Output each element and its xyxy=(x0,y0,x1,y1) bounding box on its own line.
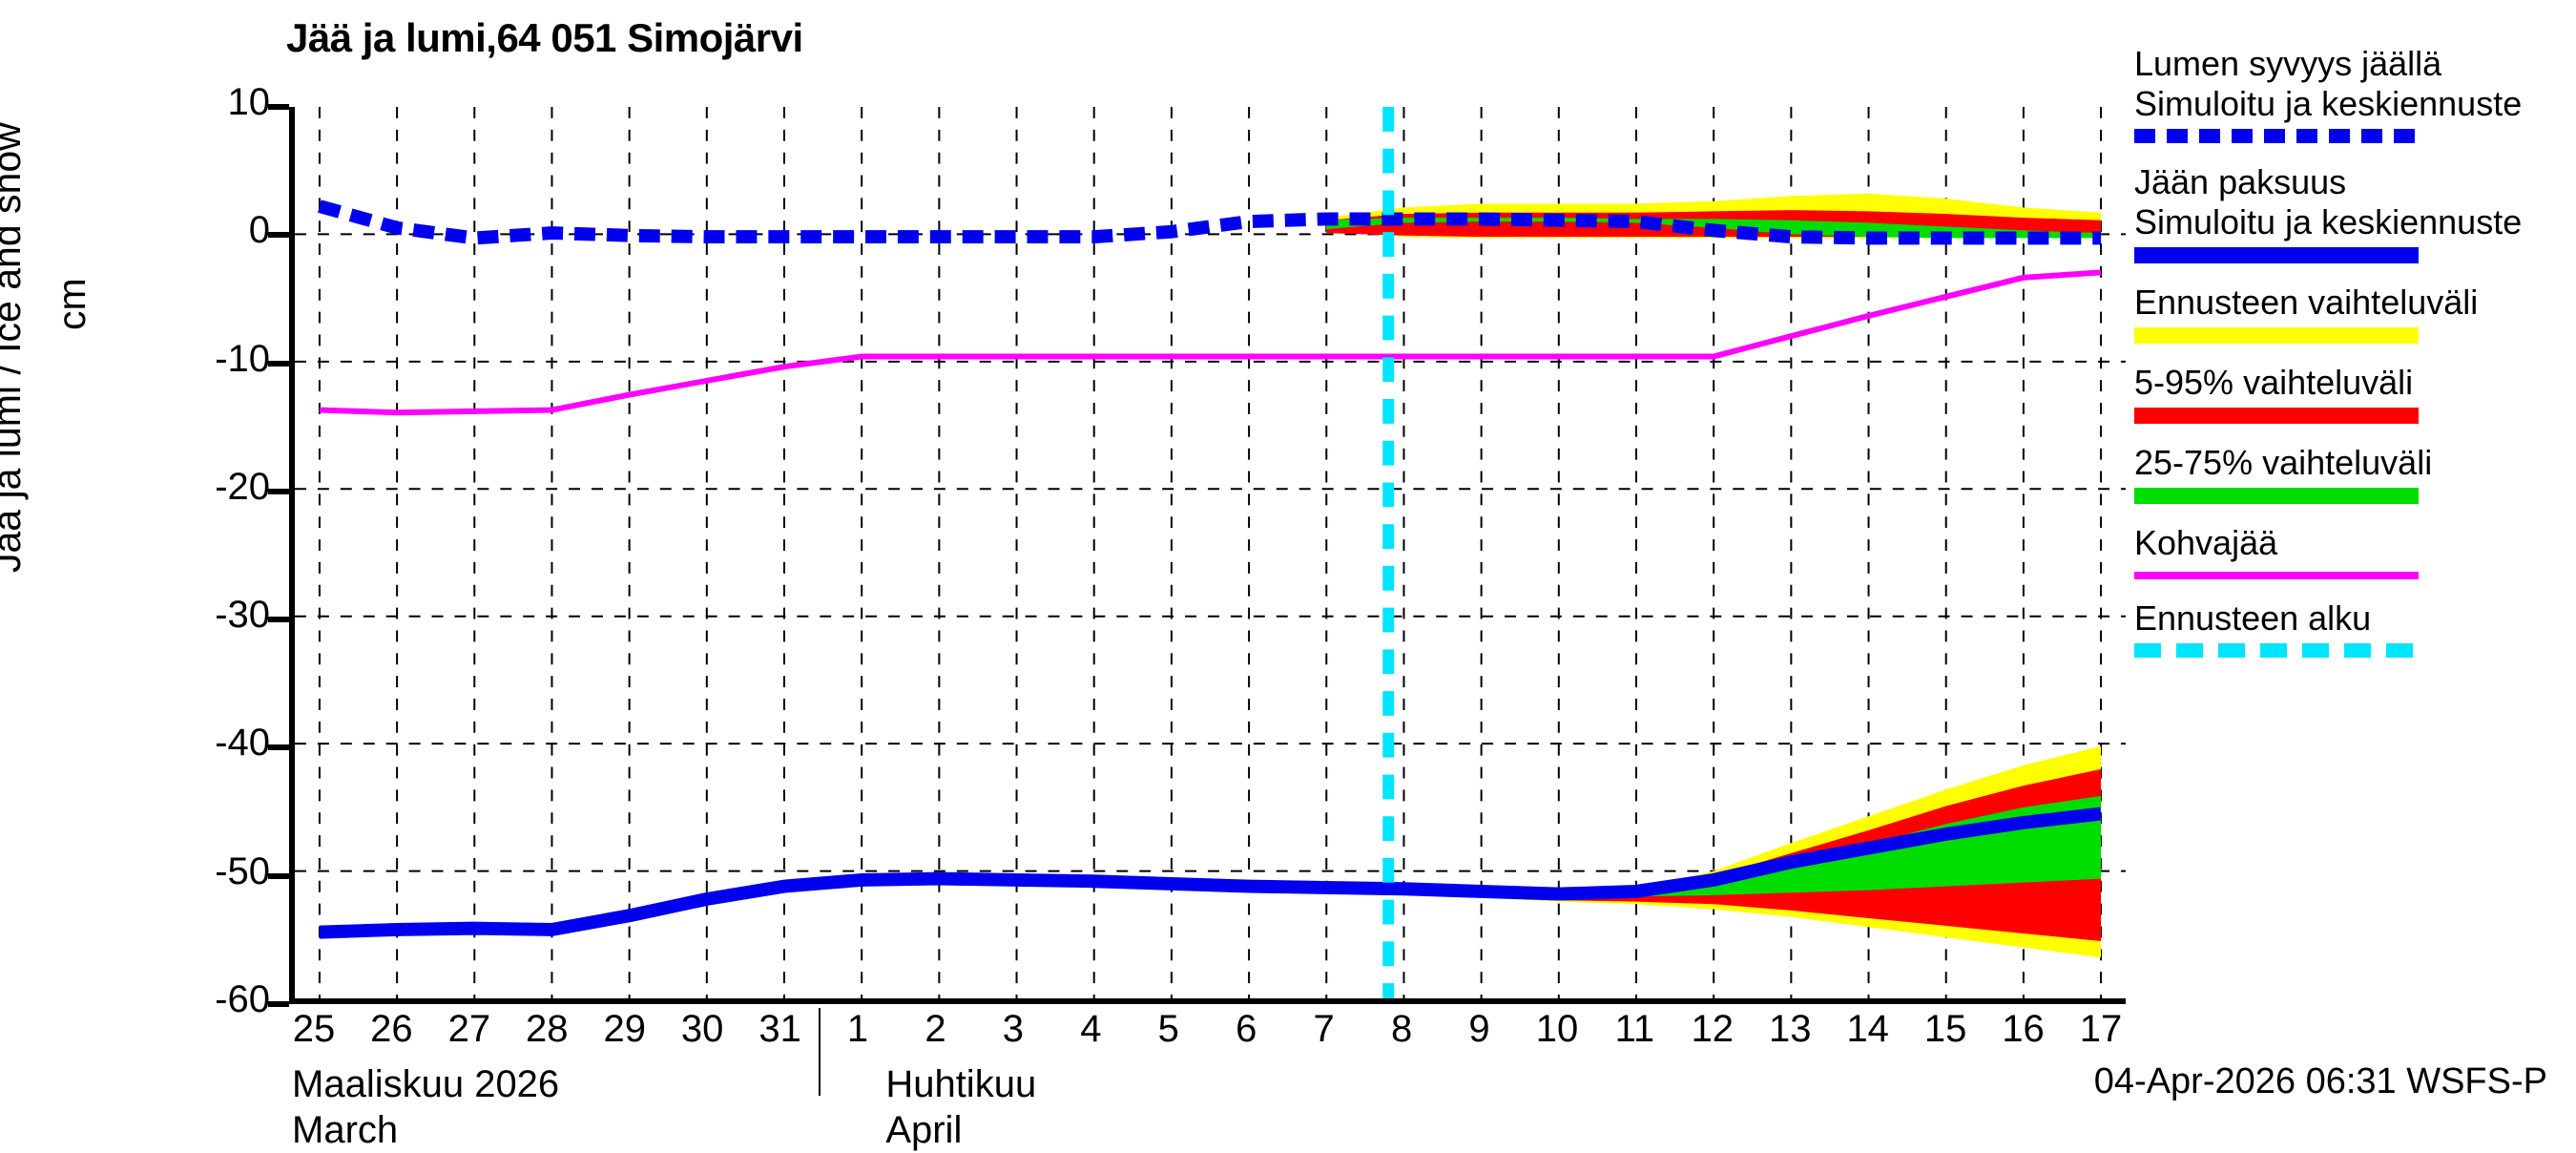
y-axis-tick-mark xyxy=(268,1001,289,1007)
y-axis-tick-label: 10 xyxy=(227,81,271,123)
month-separator xyxy=(819,1008,821,1096)
chart-series-line xyxy=(319,807,2102,939)
x-axis-tick-label: 16 xyxy=(2002,1008,2045,1050)
y-axis-tick-mark xyxy=(268,104,289,110)
x-axis-tick-label: 28 xyxy=(526,1008,569,1050)
y-axis-unit: cm xyxy=(50,278,93,330)
month-label-en: April xyxy=(885,1109,963,1151)
y-axis-tick-mark xyxy=(268,360,289,367)
legend-item-label: Kohvajää xyxy=(2134,523,2278,562)
y-axis-tick-mark xyxy=(268,872,289,879)
x-axis-tick-label: 8 xyxy=(1390,1008,1413,1050)
x-axis-tick-label: 26 xyxy=(370,1008,413,1050)
legend-swatch-red-band xyxy=(2134,408,2419,424)
legend-item: Ennusteen vaihteluväli xyxy=(2134,283,2573,344)
month-label-fi: Maaliskuu 2026 xyxy=(292,1063,560,1105)
x-axis-tick-label: 1 xyxy=(846,1008,869,1050)
x-axis-tick-label: 27 xyxy=(447,1008,491,1050)
y-axis-tick-label: -50 xyxy=(215,849,270,892)
chart-legend: Lumen syvyys jäällä Simuloitu ja keskienn… xyxy=(2134,44,2573,677)
legend-item-sublabel: Simuloitu ja keskiennuste xyxy=(2134,84,2523,123)
month-label-fi: Huhtikuu xyxy=(885,1063,1037,1105)
legend-item-label: Ennusteen vaihteluväli xyxy=(2134,283,2479,322)
y-axis-tick-mark xyxy=(268,488,289,494)
x-axis-tick-label: 4 xyxy=(1080,1008,1102,1050)
legend-swatch-green-band xyxy=(2134,488,2419,504)
chart-gridlines xyxy=(295,107,2126,998)
x-axis-tick-label: 13 xyxy=(1769,1008,1812,1050)
legend-item-sublabel: Simuloitu ja keskiennuste xyxy=(2134,202,2523,241)
y-axis-tick-label: 0 xyxy=(248,209,270,252)
y-axis-tick-mark xyxy=(268,744,289,751)
x-axis-tick-label: 15 xyxy=(1923,1008,1967,1050)
legend-item-label: Lumen syvyys jäällä xyxy=(2134,44,2442,83)
x-axis-tick-label: 17 xyxy=(2079,1008,2123,1050)
x-axis-tick-label: 2 xyxy=(924,1008,946,1050)
x-axis-tick-label: 7 xyxy=(1313,1008,1335,1050)
legend-item: 25-75% vaihteluväli xyxy=(2134,443,2573,504)
x-axis-tick-label: 5 xyxy=(1157,1008,1179,1050)
legend-swatch-magenta-line xyxy=(2134,572,2419,579)
legend-item: Ennusteen alku xyxy=(2134,598,2573,658)
x-axis-tick-label: 14 xyxy=(1846,1008,1889,1050)
month-label: Maaliskuu 2026 March xyxy=(292,1061,559,1153)
y-axis-tick-mark xyxy=(268,232,289,239)
chart-series-line xyxy=(318,199,2102,245)
x-axis-tick-label: 31 xyxy=(758,1008,801,1050)
chart-svg xyxy=(295,107,2126,998)
y-axis-tick-label: -10 xyxy=(215,337,270,380)
legend-swatch-dashed-cyan-line xyxy=(2134,643,2419,658)
x-axis-tick-label: 9 xyxy=(1468,1008,1490,1050)
x-axis-tick-label: 10 xyxy=(1535,1008,1579,1050)
legend-swatch-dashed-blue-line xyxy=(2134,129,2419,143)
month-label: Huhtikuu April xyxy=(885,1061,1036,1153)
legend-item-label: Jään paksuus xyxy=(2134,162,2347,201)
x-axis-tick-label: 30 xyxy=(680,1008,724,1050)
page-title: Jää ja lumi,64 051 Simojärvi xyxy=(286,15,803,60)
y-axis-title: Jää ja lumi / Ice and snow xyxy=(0,122,29,573)
x-axis-tick-label: 29 xyxy=(603,1008,646,1050)
y-axis-tick-label: -40 xyxy=(215,722,270,765)
legend-swatch-yellow-band xyxy=(2134,327,2419,344)
legend-swatch-solid-blue-line xyxy=(2134,247,2419,263)
y-axis-tick-mark xyxy=(268,617,289,623)
x-axis-tick-label: 6 xyxy=(1236,1008,1257,1050)
legend-item: Lumen syvyys jäällä Simuloitu ja keskienn… xyxy=(2134,44,2573,143)
y-axis-tick-label: -60 xyxy=(215,978,270,1020)
y-axis-tick-label: -30 xyxy=(215,594,270,637)
legend-item: 5-95% vaihteluväli xyxy=(2134,363,2573,424)
legend-item: Jään paksuus Simuloitu ja keskiennuste xyxy=(2134,162,2573,263)
x-axis-tick-label: 3 xyxy=(1002,1008,1025,1050)
y-axis-tick-label: -20 xyxy=(215,465,270,508)
legend-item-label: 25-75% vaihteluväli xyxy=(2134,443,2433,482)
chart-band-ice xyxy=(1326,795,2102,898)
legend-item-label: 5-95% vaihteluväli xyxy=(2134,363,2414,402)
chart-series-line xyxy=(319,269,2102,416)
chart-plot-area xyxy=(289,107,2126,1004)
x-axis-tick-label: 25 xyxy=(292,1008,336,1050)
legend-item-label: Ennusteen alku xyxy=(2134,598,2372,638)
month-label-en: March xyxy=(292,1109,399,1151)
x-axis-tick-label: 11 xyxy=(1614,1008,1655,1050)
legend-item: Kohvajää xyxy=(2134,523,2573,579)
x-axis-tick-label: 12 xyxy=(1691,1008,1735,1050)
timestamp-label: 04-Apr-2026 06:31 WSFS-P xyxy=(2093,1061,2547,1101)
